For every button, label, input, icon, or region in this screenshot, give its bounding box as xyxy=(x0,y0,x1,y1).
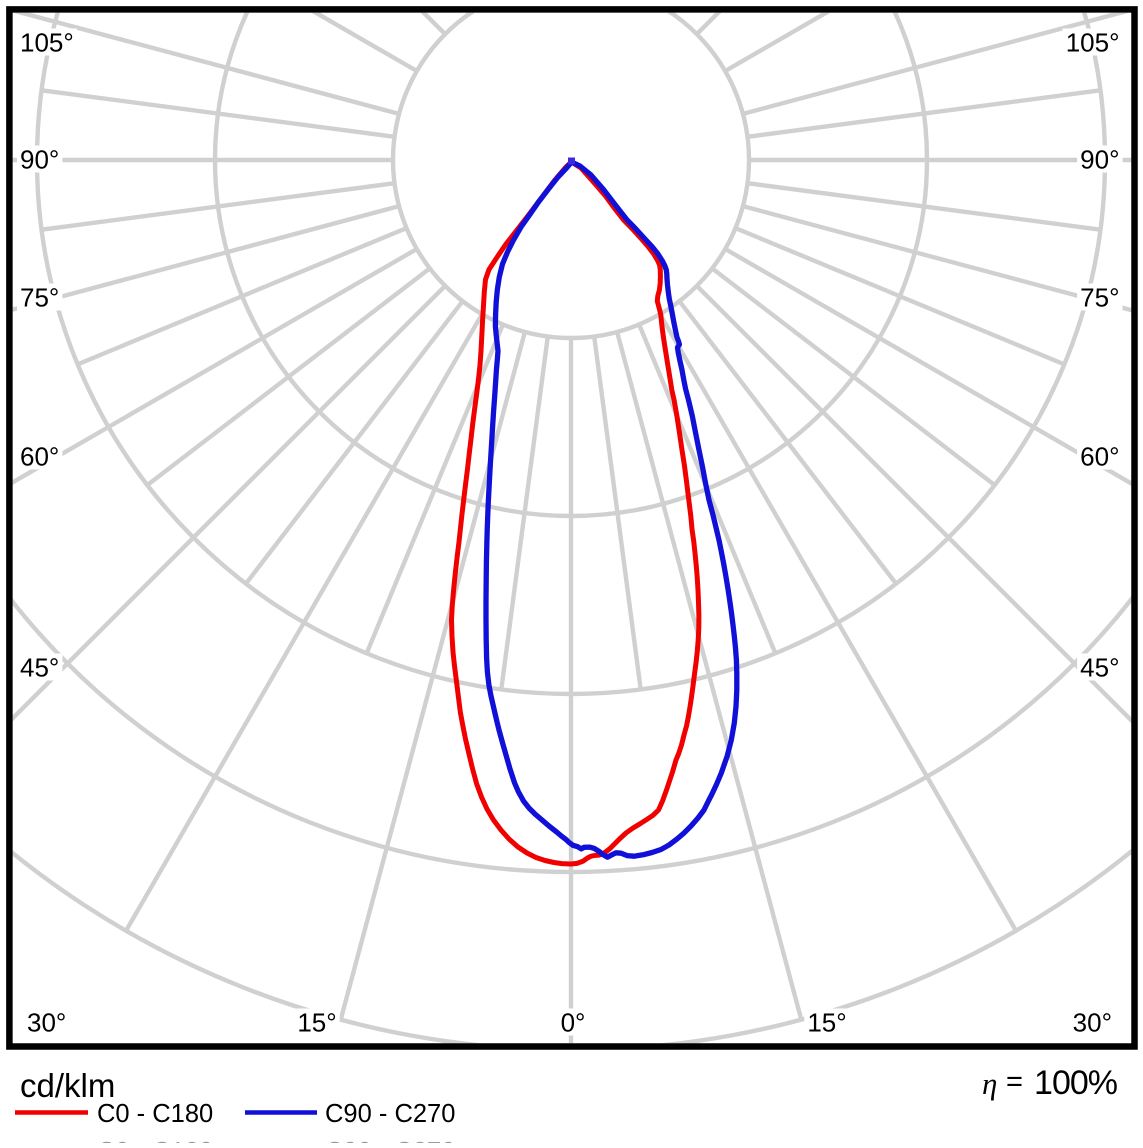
svg-text:60°: 60° xyxy=(20,442,59,472)
svg-text:90°: 90° xyxy=(20,145,59,175)
svg-text:30°: 30° xyxy=(27,1008,66,1038)
svg-text:90°: 90° xyxy=(1080,145,1119,175)
svg-text:C0 - C180: C0 - C180 xyxy=(97,1138,213,1143)
svg-text:45°: 45° xyxy=(20,653,59,683)
svg-text:η: η xyxy=(982,1066,997,1101)
svg-text:15°: 15° xyxy=(807,1008,846,1038)
svg-text:75°: 75° xyxy=(20,283,59,313)
svg-text:0°: 0° xyxy=(561,1008,586,1038)
svg-text:30°: 30° xyxy=(1073,1008,1112,1038)
svg-text:105°: 105° xyxy=(20,28,74,58)
svg-text:105°: 105° xyxy=(1066,28,1120,58)
svg-text:C0 - C180: C0 - C180 xyxy=(97,1100,213,1128)
svg-text:=: = xyxy=(1006,1066,1023,1098)
svg-text:C90 - C270: C90 - C270 xyxy=(325,1138,455,1143)
svg-text:60°: 60° xyxy=(1080,442,1119,472)
svg-text:15°: 15° xyxy=(297,1008,336,1038)
svg-text:cd/klm: cd/klm xyxy=(20,1067,115,1104)
svg-text:100%: 100% xyxy=(1034,1064,1118,1102)
svg-text:C90 - C270: C90 - C270 xyxy=(325,1100,455,1128)
svg-text:75°: 75° xyxy=(1080,283,1119,313)
svg-text:45°: 45° xyxy=(1080,653,1119,683)
